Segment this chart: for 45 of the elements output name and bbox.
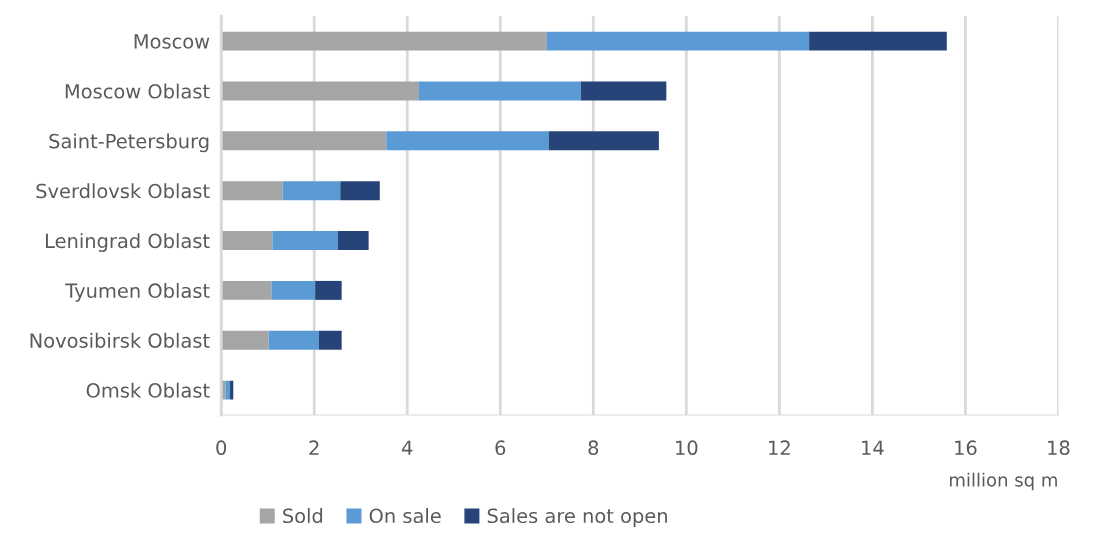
bar [386, 131, 549, 151]
x-tick-label: 18 [1048, 440, 1070, 456]
x-tick-label: 6 [495, 440, 506, 456]
x-tick-label: 12 [769, 440, 790, 455]
y-tick-label: Tyumen Oblast [65, 283, 210, 302]
x-tick-label: 4 [402, 440, 413, 455]
bar [315, 280, 342, 300]
y-tick-label: Moscow Oblast [65, 83, 210, 99]
y-tick-label: Leningrad Oblast [45, 233, 210, 252]
bar [221, 231, 273, 250]
y-tick-label: Saint-Petersburg [49, 133, 209, 153]
bar [418, 81, 581, 101]
bar [340, 181, 380, 201]
legend-label: Sold [283, 508, 323, 524]
y-tick-label: Moscow [134, 34, 210, 49]
x-tick-label: 16 [955, 440, 977, 456]
x-axis-title: million sq m [950, 472, 1057, 491]
bar [221, 31, 547, 51]
bar [221, 280, 272, 300]
bar [272, 231, 338, 250]
x-tick-label: 2 [309, 440, 319, 455]
x-tick-label: 0 [216, 440, 227, 456]
legend-label: On sale [369, 508, 441, 524]
bar [546, 31, 810, 51]
bar [337, 231, 369, 250]
bar [809, 31, 947, 51]
bar [580, 81, 667, 101]
bar [221, 181, 283, 201]
bar [225, 380, 231, 400]
x-tick-label: 8 [588, 440, 599, 456]
bar [318, 330, 342, 350]
x-tick-label: 10 [676, 440, 698, 456]
bar [548, 131, 659, 151]
bar [221, 81, 419, 101]
legend-label: Sales are not open [487, 508, 667, 527]
x-tick-label: 14 [862, 440, 884, 455]
bar [271, 280, 316, 300]
y-tick-label: Omsk Oblast [86, 382, 210, 398]
y-tick-label: Sverdlovsk Oblast [36, 183, 210, 199]
bar [282, 181, 341, 201]
bar [268, 330, 319, 350]
bar [221, 330, 269, 350]
bar [221, 131, 387, 151]
bar [230, 380, 234, 400]
y-tick-label: Novosibirsk Oblast [30, 332, 210, 348]
